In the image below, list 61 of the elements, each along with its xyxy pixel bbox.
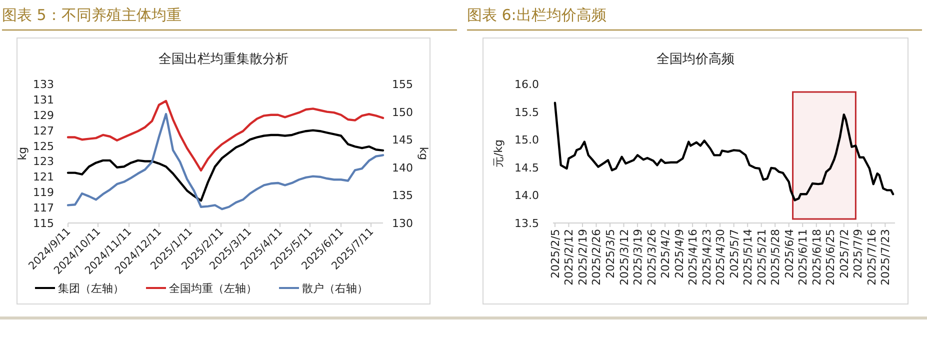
legend-label: 散户（右轴） — [302, 282, 368, 295]
chart-title: 图表 6:出栏均价高频 — [467, 6, 606, 24]
x-tick-label: 2025/5/14 — [742, 229, 755, 286]
y2-tick-label: 140 — [392, 161, 413, 174]
x-tick-label: 2025/7/9 — [852, 229, 865, 278]
y-tick-label: 123 — [33, 155, 54, 168]
y-tick-label: 14.0 — [514, 189, 539, 202]
x-tick-label: 2025/4/16 — [686, 229, 700, 286]
y2-axis-title: kg — [417, 146, 430, 160]
line-series — [66, 129, 384, 202]
x-tick-label: 2025/5/28 — [769, 229, 782, 286]
y-tick-label: 129 — [33, 108, 54, 122]
y-tick-label: 117 — [33, 202, 54, 215]
y-tick-label: 14.5 — [514, 161, 539, 174]
x-tick-label: 2025/6/11 — [796, 229, 810, 286]
y-tick-label: 115 — [33, 217, 54, 230]
y-tick-label: 13.5 — [514, 217, 539, 230]
x-tick-label: 2025/5/21 — [755, 229, 768, 286]
legend-label: 集团（左轴） — [58, 282, 124, 295]
y2-tick-label: 150 — [392, 106, 413, 119]
x-tick-label: 2025/3/26 — [645, 229, 658, 286]
y2-tick-label: 145 — [392, 134, 413, 147]
y-tick-label: 16.0 — [514, 78, 539, 91]
x-tick-label: 2025/7/16 — [865, 229, 878, 286]
line-series — [554, 102, 894, 202]
x-tick-label: 2025/6/18 — [810, 229, 824, 286]
x-tick-label: 2025/7/23 — [879, 229, 892, 286]
chart-subtitle: 全国出栏均重集散分析 — [158, 52, 288, 67]
x-tick-label: 2025/3/5 — [604, 229, 617, 278]
x-tick-label: 2025/5/7 — [728, 229, 741, 278]
line-series — [66, 100, 384, 172]
y2-tick-label: 130 — [392, 217, 413, 230]
y-axis-title: 元/kg — [492, 139, 505, 168]
y2-tick-label: 135 — [392, 189, 413, 202]
chart-title: 图表 5：不同养殖主体均重 — [2, 6, 182, 24]
x-tick-label: 2025/7/2 — [838, 229, 851, 278]
y-tick-label: 125 — [33, 140, 54, 153]
x-tick-label: 2025/4/9 — [672, 229, 686, 278]
y-tick-label: 127 — [33, 124, 54, 138]
y-axis-title: kg — [16, 146, 29, 160]
x-tick-label: 2025/2/12 — [562, 229, 576, 286]
legend-label: 全国均重（左轴） — [169, 282, 257, 295]
x-tick-label: 2025/2/26 — [590, 229, 604, 286]
y-tick-label: 121 — [33, 170, 54, 184]
y2-tick-label: 155 — [392, 78, 413, 91]
x-tick-label: 2025/2/19 — [576, 229, 590, 286]
x-tick-label: 2025/4/30 — [714, 229, 728, 286]
x-tick-label: 2025/4/2 — [659, 229, 672, 278]
y-tick-label: 133 — [33, 78, 54, 91]
y-tick-label: 15.0 — [514, 134, 539, 147]
x-tick-label: 2025/6/25 — [824, 229, 838, 286]
x-tick-label: 2025/4/23 — [700, 229, 714, 286]
x-tick-label: 2025/3/12 — [618, 229, 631, 286]
y-tick-label: 131 — [33, 93, 54, 106]
chart-subtitle: 全国均价高频 — [656, 51, 734, 67]
line-series — [66, 112, 384, 210]
y-tick-label: 15.5 — [514, 106, 539, 119]
x-tick-label: 2025/3/19 — [632, 229, 645, 286]
y-tick-label: 119 — [33, 186, 54, 200]
x-tick-label: 2025/6/4 — [782, 229, 796, 278]
x-tick-label: 2025/2/5 — [548, 229, 562, 278]
